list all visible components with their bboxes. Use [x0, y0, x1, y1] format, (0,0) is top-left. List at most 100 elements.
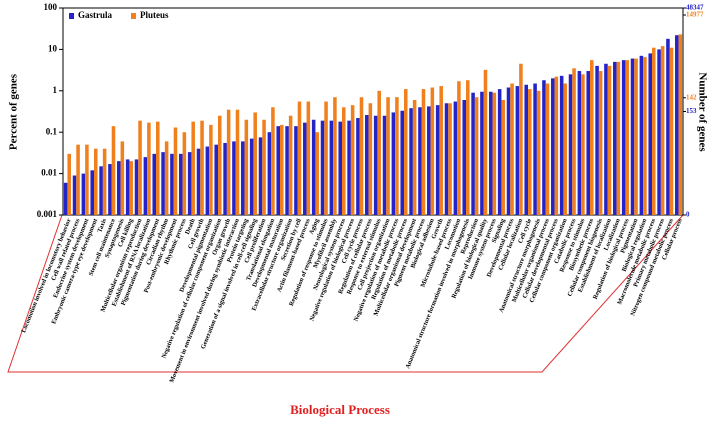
bar: [427, 106, 431, 215]
bar: [510, 83, 514, 215]
bar: [559, 75, 564, 216]
bar: [191, 121, 195, 215]
y-tick-label: 0.1: [46, 126, 58, 136]
bar: [280, 124, 284, 215]
y2-tick-label: 14977: [686, 11, 704, 19]
bar: [262, 119, 266, 215]
bar: [506, 87, 511, 215]
bar: [81, 173, 86, 215]
bar: [625, 60, 629, 215]
bar: [276, 126, 280, 215]
bar: [333, 97, 337, 215]
bar: [480, 91, 484, 215]
bar: [200, 120, 204, 215]
bar: [294, 126, 298, 215]
bar: [342, 107, 346, 215]
bar: [297, 101, 302, 215]
bar: [586, 71, 590, 215]
frame-perspective: [7, 214, 684, 373]
bar: [235, 109, 240, 215]
bar: [678, 34, 683, 215]
bar: [303, 122, 307, 215]
bar: [232, 141, 236, 215]
bar: [138, 120, 142, 215]
bar: [395, 97, 399, 215]
bar: [108, 164, 112, 215]
bar: [648, 53, 652, 215]
bar: [483, 69, 488, 216]
bar: [223, 142, 227, 215]
bar: [347, 120, 351, 215]
bar: [657, 49, 661, 216]
bar: [457, 81, 461, 215]
bar: [99, 166, 103, 215]
bar: [241, 141, 245, 215]
bar: [404, 89, 408, 215]
bar: [209, 124, 213, 215]
x-axis-label: Biological Process: [290, 402, 390, 417]
bar: [524, 84, 528, 215]
bar: [90, 170, 94, 215]
bar: [226, 109, 231, 215]
bar: [164, 141, 169, 215]
legend-label: Gastrula: [78, 10, 113, 20]
bar: [102, 148, 107, 215]
bar: [412, 99, 417, 215]
bar: [173, 127, 178, 215]
bar: [660, 46, 665, 216]
bar: [577, 71, 582, 215]
bar: [373, 115, 378, 215]
bar: [111, 126, 116, 215]
bar: [329, 120, 334, 215]
y2-tick-label: 48347: [686, 4, 704, 12]
bar: [244, 119, 249, 215]
bar: [368, 103, 373, 215]
bar: [76, 144, 80, 215]
bar: [400, 110, 404, 215]
bar: [311, 119, 316, 215]
bar: [604, 63, 608, 215]
y2-tick-label: 142: [686, 93, 697, 101]
bar: [595, 65, 599, 215]
bar: [453, 101, 458, 215]
bar: [182, 132, 187, 215]
bar: [218, 115, 222, 215]
bar: [666, 38, 670, 215]
bar: [634, 58, 638, 216]
bar: [391, 112, 396, 215]
bar: [320, 120, 325, 215]
bar: [639, 55, 644, 215]
bar: [170, 153, 174, 215]
bar: [545, 83, 550, 215]
bar: [554, 76, 559, 215]
bar: [94, 148, 98, 215]
bar: [519, 63, 523, 215]
bar: [489, 91, 493, 215]
y-tick-label: 0.001: [37, 209, 58, 219]
bar: [669, 47, 674, 216]
bar: [187, 152, 192, 215]
bar: [471, 92, 475, 215]
bar: [435, 105, 440, 215]
bar: [542, 80, 546, 215]
bar: [430, 87, 435, 215]
bar: [134, 159, 139, 215]
y-axis-label: Percent of genes: [8, 73, 20, 150]
y2-tick-label: 153: [686, 107, 697, 115]
bar: [356, 118, 360, 215]
bar: [616, 61, 621, 215]
bar: [630, 58, 635, 216]
bar: [196, 148, 201, 215]
bar: [581, 74, 585, 215]
bar: [288, 115, 293, 215]
bar: [382, 115, 387, 215]
bar: [533, 83, 537, 215]
bar: [67, 153, 71, 215]
legend-swatch: [69, 13, 74, 19]
bar: [466, 80, 470, 215]
bar: [598, 71, 603, 215]
bar: [258, 137, 263, 215]
bar: [501, 99, 505, 215]
y2-axis-label: Number of genes: [696, 72, 708, 152]
